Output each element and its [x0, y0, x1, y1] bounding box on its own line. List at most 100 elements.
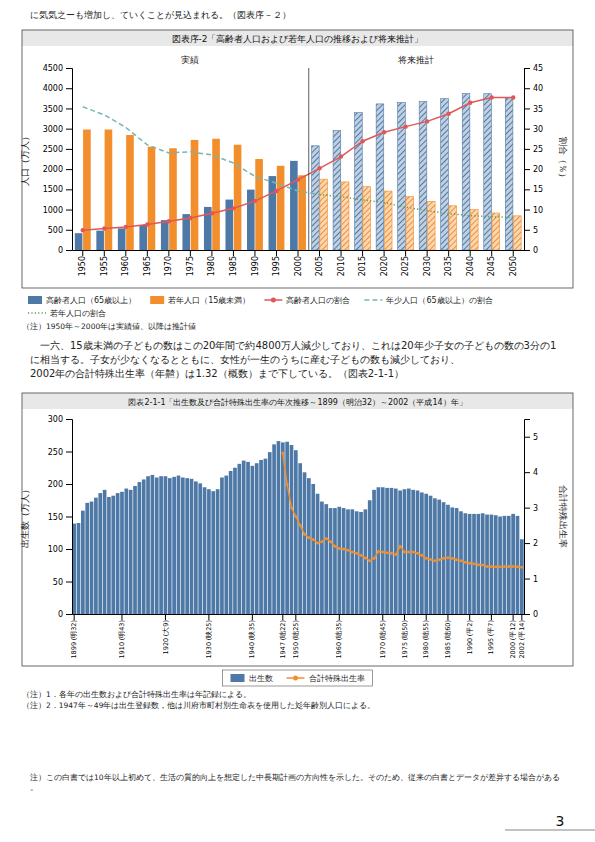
marker — [438, 558, 441, 561]
legend-box — [223, 670, 373, 686]
chart-frame — [22, 393, 573, 666]
tick: 1970(昢45) — [379, 614, 387, 659]
bar — [98, 493, 102, 614]
bar — [337, 507, 341, 614]
tick-mark — [384, 250, 385, 256]
tick-label-part: 1947 — [279, 642, 287, 659]
bar — [505, 98, 513, 250]
bar-series — [83, 130, 521, 250]
tick-label: 5 — [533, 433, 538, 442]
bar — [463, 513, 467, 614]
tick-label-part: (昢60) — [444, 620, 452, 640]
bar — [449, 206, 457, 250]
bar — [139, 225, 147, 250]
tick: 40 — [524, 84, 543, 93]
bar — [359, 512, 363, 614]
tick-label-part: 1960 — [335, 642, 343, 659]
tick: 45 — [524, 64, 543, 73]
marker — [429, 558, 432, 561]
tick: 2045 — [487, 250, 496, 276]
tick-mark — [66, 614, 72, 615]
bar — [229, 471, 233, 614]
marker — [403, 550, 406, 553]
note-line: （注）1．各年の出生数および合計特殊出生率は年記録による。 — [22, 690, 251, 699]
line-series — [320, 195, 514, 218]
axis-x: 1950195519601965197019751980198519901995… — [73, 250, 525, 276]
marker — [102, 226, 106, 230]
legend-swatch — [231, 674, 245, 682]
legend-label: 高齢者人口（65歳以上） — [46, 296, 136, 305]
tick-mark — [362, 250, 363, 256]
tick-label-part: 2000 — [509, 642, 517, 659]
tick: 2025 — [401, 250, 410, 276]
bar — [406, 196, 414, 250]
bar — [427, 201, 435, 250]
tick-label-part: 1899 — [70, 642, 78, 659]
bar — [429, 496, 433, 614]
tick-mark — [524, 508, 530, 509]
tick-label: 50 — [53, 578, 63, 587]
tick-mark — [521, 614, 522, 620]
tick-mark — [66, 230, 72, 231]
marker — [296, 177, 300, 181]
tick-label-part: 2015 — [358, 256, 367, 276]
bar — [207, 489, 211, 614]
tick: 1970 — [164, 250, 173, 276]
bar — [481, 513, 485, 614]
marker — [355, 552, 358, 555]
tick-label: 150 — [48, 513, 63, 522]
tick-label-part: (平12) — [509, 620, 517, 640]
tick-label: 1965 — [143, 256, 152, 276]
marker — [399, 545, 402, 548]
bar — [290, 161, 298, 250]
tick: 1975 — [186, 250, 195, 276]
axis-line — [525, 420, 531, 615]
tick: 5 — [524, 226, 538, 235]
tick-mark — [524, 169, 530, 170]
tick: 1947(昢22) — [279, 614, 287, 659]
tick-mark — [524, 108, 530, 109]
tick: 2010 — [337, 250, 346, 276]
bar — [384, 191, 392, 250]
marker — [425, 119, 429, 123]
tick: 1955 — [100, 250, 109, 276]
marker — [316, 542, 319, 545]
tick-label: 1500 — [43, 185, 63, 194]
bar — [381, 487, 385, 614]
tick-mark — [524, 472, 530, 473]
tick-label: 45 — [533, 64, 543, 73]
footer: 注）この白書では10年以上初めて、生活の質的向上を想定した中長期計画の方向性を示… — [30, 773, 560, 792]
marker — [477, 563, 480, 566]
tick-mark — [524, 230, 530, 231]
bar — [83, 130, 91, 250]
bar — [203, 487, 207, 614]
tick-mark — [524, 189, 530, 190]
marker — [512, 565, 515, 568]
tick-mark — [147, 250, 148, 256]
tick-label-part: 1970 — [379, 642, 387, 659]
bar — [503, 516, 507, 614]
tick-label: 2040 — [466, 256, 475, 276]
tick: 1960 — [121, 250, 130, 276]
marker — [416, 552, 419, 555]
tick-label: 25 — [533, 145, 543, 154]
tick: 1995(平7) — [487, 614, 495, 654]
marker — [464, 561, 467, 564]
tick: 0 — [58, 610, 72, 619]
bar — [450, 507, 454, 614]
tick: 100 — [48, 545, 72, 554]
note: （注）1．各年の出生数および合計特殊出生率は年記録による。 — [22, 690, 251, 699]
axis-y2: 012345 — [524, 420, 538, 620]
footer-line: 。 — [30, 783, 38, 792]
tick-mark — [427, 250, 428, 256]
tick-mark — [233, 250, 234, 256]
bar — [455, 508, 459, 614]
tick-mark — [524, 579, 530, 580]
bar — [212, 139, 220, 250]
bar — [390, 488, 394, 614]
legend-swatch — [28, 296, 42, 304]
bar — [433, 498, 437, 614]
tick-label: 4000 — [43, 84, 63, 93]
tick-label-part: 1930 — [205, 642, 213, 659]
line — [320, 195, 514, 218]
